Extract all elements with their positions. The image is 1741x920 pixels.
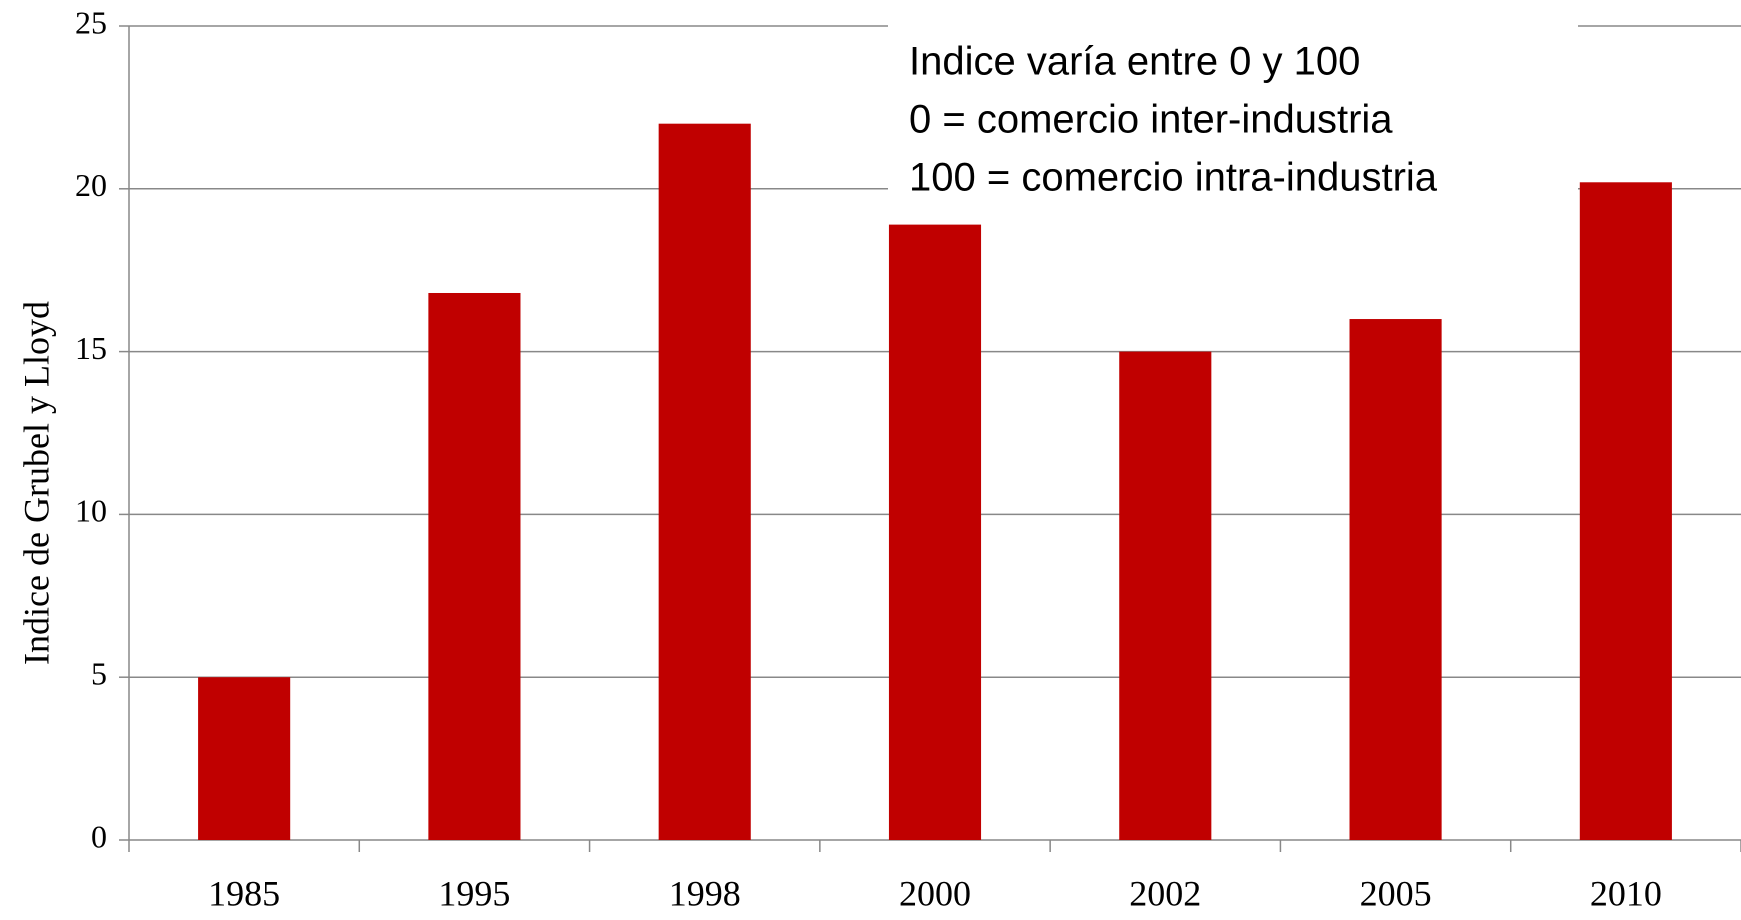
x-tick-label: 1995: [438, 873, 510, 913]
x-tick-label: 1998: [669, 873, 741, 913]
x-tick-label: 2010: [1590, 873, 1662, 913]
y-tick-label: 20: [75, 167, 107, 203]
y-tick-label: 25: [75, 4, 107, 40]
bar: [1119, 351, 1212, 840]
y-tick-label: 15: [75, 330, 107, 366]
y-tick-label: 0: [91, 818, 107, 854]
annotation: 100 = comercio intra-industria: [909, 156, 1438, 200]
y-tick-label: 10: [75, 493, 107, 529]
annotation: 0 = comercio inter-industria: [909, 98, 1393, 142]
annotation-box: [888, 0, 1578, 205]
y-axis-label: Indice de Grubel y Lloyd: [16, 301, 56, 665]
y-tick-label: 5: [91, 656, 107, 692]
x-tick-label: 2000: [899, 873, 971, 913]
bar: [428, 292, 521, 840]
x-tick-label: 1985: [208, 873, 280, 913]
annotation: Indice varía entre 0 y 100: [909, 40, 1360, 84]
x-tick-label: 2002: [1129, 873, 1201, 913]
bar: [1349, 319, 1442, 840]
bar: [658, 123, 751, 841]
bar: [1579, 182, 1672, 841]
bar: [888, 224, 982, 841]
x-tick-label: 2005: [1360, 873, 1432, 913]
bar: [198, 677, 291, 840]
